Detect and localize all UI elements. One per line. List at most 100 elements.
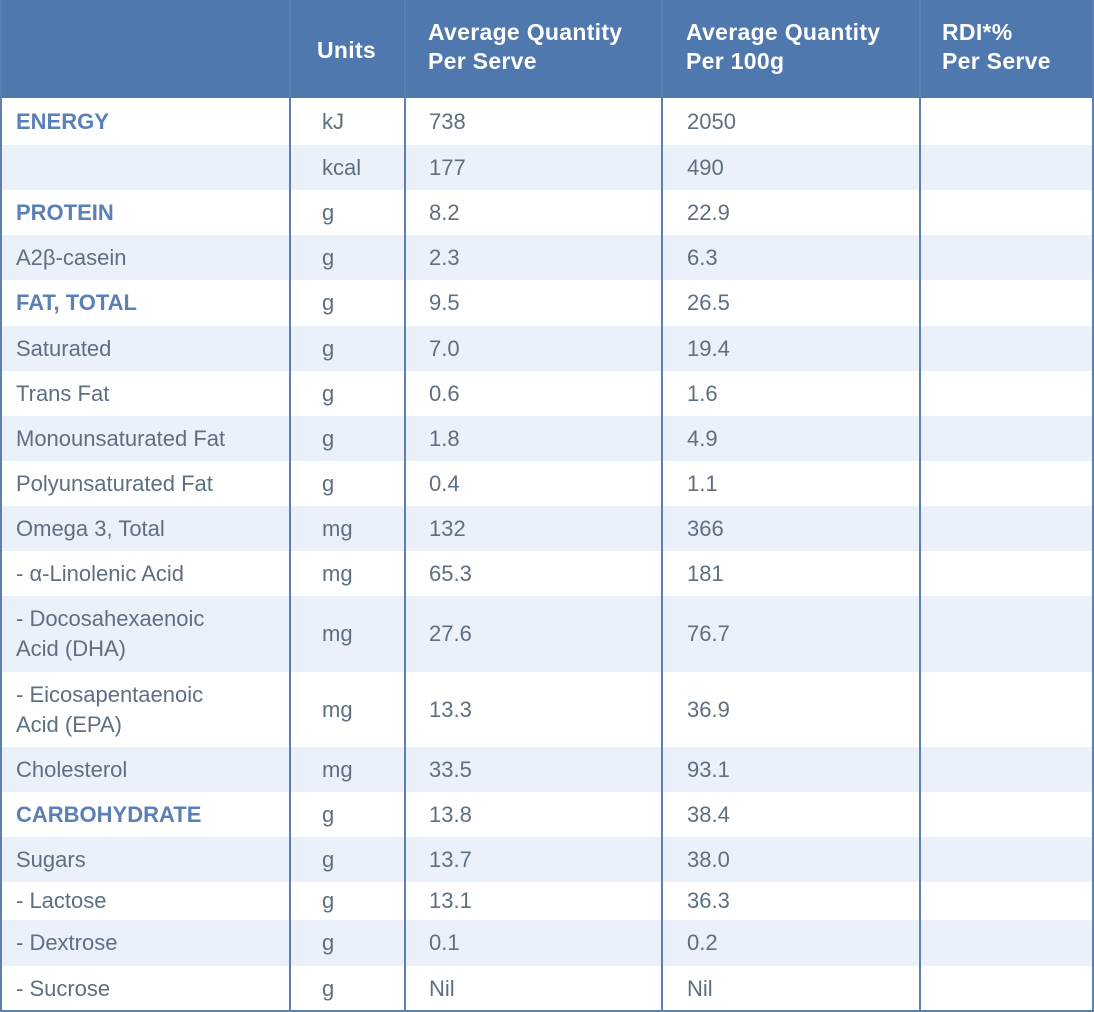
table-row: - Docosahexaenoic Acid (DHA) mg 27.6 76.7 [2,596,1092,672]
nutrient-name: Cholesterol [16,757,128,782]
per-100g-value: 181 [687,561,724,586]
per-serve-value: 13.3 [429,697,472,722]
table-row: - α-Linolenic Acid mg 65.3 181 [2,551,1092,596]
nutrient-name: - Lactose [16,888,107,913]
per-serve-value: 2.3 [429,245,460,270]
per-100g-value: 2050 [687,109,736,134]
per-100g-value: 36.3 [687,888,730,913]
table-row: Monounsaturated Fat g 1.8 4.9 [2,416,1092,461]
per-100g-value: Nil [687,976,713,1001]
per-100g-value: 76.7 [687,621,730,646]
nutrient-name: A2β-casein [16,245,127,270]
unit-cell: g [322,930,335,955]
per-serve-value: 177 [429,155,466,180]
per-100g-value: 0.2 [687,930,718,955]
nutrient-name: - Docosahexaenoic Acid (DHA) [16,606,205,661]
per-serve-value: 65.3 [429,561,472,586]
per-serve-value: 13.1 [429,888,472,913]
unit-cell: g [322,381,335,406]
table-row: CARBOHYDRATE g 13.8 38.4 [2,792,1092,837]
header-per-serve: Average Quantity Per Serve [428,19,623,74]
nutrient-name: Trans Fat [16,381,110,406]
unit-cell: g [322,336,335,361]
nutrient-name: CARBOHYDRATE [16,802,202,827]
table-row: A2β-casein g 2.3 6.3 [2,235,1092,280]
table-row: Trans Fat g 0.6 1.6 [2,371,1092,416]
per-serve-value: 8.2 [429,200,460,225]
per-100g-value: 6.3 [687,245,718,270]
nutrient-name: - Dextrose [16,930,118,955]
nutrient-name: - Eicosapentaenoic Acid (EPA) [16,682,204,737]
unit-cell: g [322,888,335,913]
per-serve-value: 0.1 [429,930,460,955]
per-serve-value: 7.0 [429,336,460,361]
per-100g-value: 22.9 [687,200,730,225]
table-row: Polyunsaturated Fat g 0.4 1.1 [2,461,1092,506]
table-row: Sugars g 13.7 38.0 [2,837,1092,882]
per-serve-value: 13.8 [429,802,472,827]
column-divider [919,0,921,1010]
nutrient-name: Omega 3, Total [16,516,165,541]
per-100g-value: 1.6 [687,381,718,406]
table-row: - Lactose g 13.1 36.3 [2,882,1092,920]
per-serve-value: Nil [429,976,455,1001]
nutrient-name: FAT, TOTAL [16,290,137,315]
per-serve-value: 13.7 [429,847,472,872]
per-100g-value: 19.4 [687,336,730,361]
unit-cell: mg [322,516,353,541]
per-serve-value: 0.6 [429,381,460,406]
table-row: Saturated g 7.0 19.4 [2,326,1092,371]
per-serve-value: 33.5 [429,757,472,782]
table-row: - Eicosapentaenoic Acid (EPA) mg 13.3 36.9 [2,672,1092,747]
table-row: - Dextrose g 0.1 0.2 [2,920,1092,966]
table-row: ENERGY kJ 738 2050 [2,98,1092,145]
nutrient-name: ENERGY [16,109,109,134]
unit-cell: g [322,200,335,225]
table-row: kcal 177 490 [2,145,1092,190]
column-divider [289,0,291,1010]
nutrient-name: - Sucrose [16,976,111,1001]
per-serve-value: 9.5 [429,290,460,315]
table-row: - Sucrose g Nil Nil [2,966,1092,1012]
unit-cell: g [322,290,335,315]
nutrient-name: Saturated [16,336,112,361]
per-100g-value: 4.9 [687,426,718,451]
per-100g-value: 26.5 [687,290,730,315]
table-row: Cholesterol mg 33.5 93.1 [2,747,1092,792]
per-100g-value: 366 [687,516,724,541]
per-serve-value: 738 [429,109,466,134]
table-row: Omega 3, Total mg 132 366 [2,506,1092,551]
nutrient-name: Sugars [16,847,86,872]
nutrient-name: - α-Linolenic Acid [16,561,185,586]
unit-cell: mg [322,561,353,586]
per-serve-value: 0.4 [429,471,460,496]
per-serve-value: 27.6 [429,621,472,646]
unit-cell: g [322,245,335,270]
unit-cell: g [322,471,335,496]
per-100g-value: 1.1 [687,471,718,496]
unit-cell: mg [322,757,353,782]
table-row: FAT, TOTAL g 9.5 26.5 [2,280,1092,326]
unit-cell: g [322,976,335,1001]
table-header: Units Average Quantity Per Serve Average… [2,0,1092,98]
column-divider [661,0,663,1010]
per-100g-value: 490 [687,155,724,180]
header-units: Units [317,37,376,63]
unit-cell: mg [322,621,353,646]
unit-cell: kcal [322,155,362,180]
unit-cell: g [322,426,335,451]
column-divider [404,0,406,1010]
nutrient-name: Polyunsaturated Fat [16,471,213,496]
per-serve-value: 132 [429,516,466,541]
unit-cell: kJ [322,109,344,134]
per-100g-value: 36.9 [687,697,730,722]
per-serve-value: 1.8 [429,426,460,451]
unit-cell: g [322,802,335,827]
table-row: PROTEIN g 8.2 22.9 [2,190,1092,235]
per-100g-value: 38.4 [687,802,730,827]
per-100g-value: 93.1 [687,757,730,782]
nutrient-name: Monounsaturated Fat [16,426,226,451]
nutrient-name: PROTEIN [16,200,114,225]
unit-cell: mg [322,697,353,722]
